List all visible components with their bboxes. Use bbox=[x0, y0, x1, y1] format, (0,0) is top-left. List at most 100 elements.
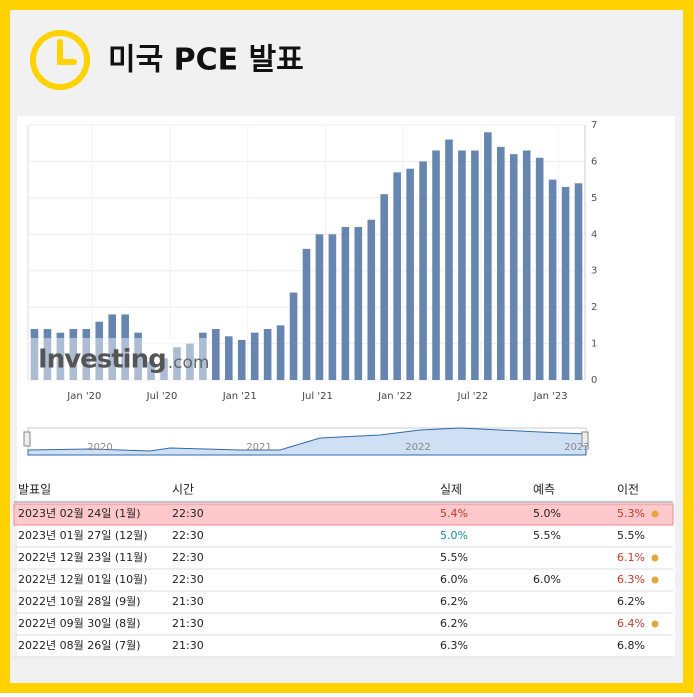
alert-dot bbox=[651, 620, 659, 628]
table-cell: 2022년 08월 26일 (7월) bbox=[18, 638, 141, 652]
table-cell: 2022년 09월 30일 (8월) bbox=[18, 616, 141, 630]
table-cell: 5.3% bbox=[617, 507, 645, 520]
table-cell: 5.0% bbox=[533, 507, 561, 520]
y-tick-label: 6 bbox=[591, 156, 597, 167]
x-tick-label: Jul '20 bbox=[146, 391, 178, 402]
bar bbox=[497, 146, 505, 380]
clock-icon bbox=[30, 30, 90, 90]
bar bbox=[289, 292, 298, 380]
bar bbox=[341, 227, 350, 380]
y-tick-label: 0 bbox=[591, 375, 597, 386]
y-tick-label: 2 bbox=[591, 302, 597, 313]
table-cell: 6.3% bbox=[440, 639, 468, 652]
bar bbox=[535, 157, 544, 380]
alert-dot bbox=[651, 510, 659, 518]
bar bbox=[147, 361, 155, 380]
table-header: 이전 bbox=[617, 483, 639, 497]
bar bbox=[173, 347, 181, 380]
table-cell: 6.3% bbox=[617, 573, 645, 586]
bar bbox=[315, 234, 324, 380]
bar bbox=[224, 336, 233, 380]
x-tick-label: Jul '21 bbox=[301, 391, 333, 402]
bar bbox=[160, 358, 168, 380]
table-cell: 6.0% bbox=[440, 573, 468, 586]
table-cell: 22:30 bbox=[172, 573, 204, 586]
bar bbox=[367, 219, 376, 380]
bar bbox=[186, 343, 194, 380]
alert-dot bbox=[651, 576, 659, 584]
table-header: 시간 bbox=[172, 483, 194, 497]
table-cell: 22:30 bbox=[172, 551, 204, 564]
alert-dot bbox=[651, 554, 659, 562]
watermark-veil bbox=[30, 338, 210, 380]
x-tick-label: Jan '21 bbox=[222, 391, 257, 402]
y-tick-label: 5 bbox=[591, 193, 597, 204]
x-tick-label: Jan '22 bbox=[377, 391, 412, 402]
bar bbox=[263, 329, 272, 380]
bar bbox=[328, 234, 337, 380]
table-cell: 21:30 bbox=[172, 617, 204, 630]
bar bbox=[484, 132, 492, 380]
watermark: Investing bbox=[38, 345, 166, 375]
bar bbox=[522, 150, 531, 380]
y-tick-label: 7 bbox=[591, 120, 597, 131]
y-tick-label: 3 bbox=[591, 266, 597, 277]
navigator-label: 2022 bbox=[405, 442, 430, 453]
table-cell: 5.4% bbox=[440, 507, 468, 520]
bar bbox=[95, 321, 104, 380]
table-header: 발표일 bbox=[18, 483, 51, 497]
table-cell: 5.0% bbox=[440, 529, 468, 542]
bar bbox=[108, 314, 116, 380]
bar bbox=[212, 329, 220, 380]
bar bbox=[509, 154, 518, 380]
page-title: 미국 PCE 발표 bbox=[108, 43, 304, 78]
table-cell: 22:30 bbox=[172, 529, 204, 542]
watermark-suffix: .com bbox=[168, 353, 210, 373]
table-cell: 6.0% bbox=[533, 573, 561, 586]
navigator-label: 2023 bbox=[564, 442, 589, 453]
y-tick-label: 4 bbox=[591, 229, 597, 240]
table-cell: 6.2% bbox=[440, 617, 468, 630]
bar bbox=[419, 161, 427, 380]
bar bbox=[458, 150, 466, 380]
table-cell: 6.1% bbox=[617, 551, 645, 564]
x-tick-label: Jan '23 bbox=[533, 391, 568, 402]
bar bbox=[121, 314, 129, 380]
bar bbox=[302, 248, 311, 380]
bar bbox=[432, 150, 440, 380]
highlight-row bbox=[13, 503, 674, 526]
bar bbox=[445, 139, 453, 380]
y-tick-label: 1 bbox=[591, 339, 597, 350]
bar bbox=[548, 179, 557, 380]
table-cell: 6.2% bbox=[440, 595, 468, 608]
bar bbox=[134, 332, 142, 380]
bar bbox=[393, 172, 401, 380]
table-cell: 5.5% bbox=[440, 551, 468, 564]
table-cell: 21:30 bbox=[172, 639, 204, 652]
bar bbox=[406, 168, 414, 380]
bar bbox=[30, 329, 39, 380]
table-cell: 2023년 02월 24일 (1월) bbox=[18, 506, 141, 520]
navigator-label: 2021 bbox=[246, 442, 271, 453]
table-cell: 2023년 01월 27일 (12월) bbox=[18, 528, 148, 542]
bar bbox=[276, 325, 285, 380]
table-cell: 5.5% bbox=[617, 529, 645, 542]
table-cell: 21:30 bbox=[172, 595, 204, 608]
bar bbox=[471, 150, 479, 380]
table-cell: 6.8% bbox=[617, 639, 645, 652]
bar bbox=[574, 183, 583, 380]
bar bbox=[56, 332, 65, 380]
table-cell: 6.4% bbox=[617, 617, 645, 630]
bar bbox=[82, 329, 91, 380]
table-cell: 5.5% bbox=[533, 529, 561, 542]
bar bbox=[354, 227, 363, 380]
bar bbox=[250, 332, 259, 380]
x-tick-label: Jul '22 bbox=[457, 391, 489, 402]
table-cell: 6.2% bbox=[617, 595, 645, 608]
bar bbox=[561, 186, 570, 380]
bar bbox=[380, 194, 389, 380]
table-cell: 2022년 10월 28일 (9월) bbox=[18, 594, 141, 608]
bar bbox=[237, 339, 246, 380]
bar bbox=[69, 329, 78, 380]
navigator-handle bbox=[581, 431, 589, 447]
